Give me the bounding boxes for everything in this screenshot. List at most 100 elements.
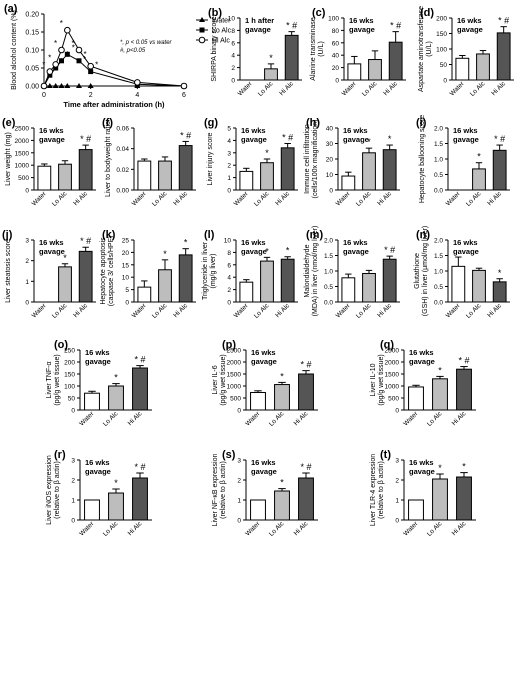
significance-label: * bbox=[83, 50, 86, 59]
panel-label: (n) bbox=[416, 229, 430, 241]
panel-note: 16 wks bbox=[349, 16, 374, 25]
panel-s: (s) 0 1 2 3 Liver NF-κB expression (relative t… bbox=[212, 449, 318, 538]
panel-label: (f) bbox=[102, 117, 113, 129]
y-tick-label: 500 bbox=[388, 396, 399, 403]
panel-i: (i) 0.0 0.5 1.0 1.5 2.0 Hepatocyte ballooning … bbox=[416, 115, 510, 208]
y-tick-label: 1500 bbox=[385, 372, 400, 379]
y-tick-label: 1.5 bbox=[434, 253, 443, 260]
category-label: Hi Alc bbox=[451, 410, 468, 427]
y-axis-label: Glutathione bbox=[414, 253, 421, 289]
y-tick-label: 30 bbox=[326, 141, 334, 148]
significance-label: * bbox=[54, 39, 57, 48]
panel-note: 16 wks bbox=[39, 126, 64, 135]
significance-label: * bbox=[265, 246, 269, 256]
data-point bbox=[47, 72, 53, 78]
y-tick-label: 2500 bbox=[385, 348, 400, 355]
bar bbox=[432, 378, 448, 411]
y-tick-label: 4 bbox=[227, 138, 231, 145]
y-tick-label: 2000 bbox=[227, 360, 242, 367]
y-tick-label: 1000 bbox=[227, 384, 242, 391]
bar bbox=[78, 149, 93, 191]
panel-note: gavage bbox=[349, 25, 375, 34]
category-label: Lo Alc bbox=[469, 80, 487, 98]
bar bbox=[239, 170, 254, 191]
bar bbox=[492, 281, 507, 303]
panel-note: 16 wks bbox=[251, 348, 276, 357]
category-label: Water bbox=[244, 410, 262, 428]
category-label: Water bbox=[449, 80, 467, 98]
data-point bbox=[180, 82, 188, 90]
significance-label: * bbox=[83, 55, 86, 64]
y-tick-label: 15 bbox=[122, 262, 130, 269]
panel-note: 16 wks bbox=[343, 126, 368, 135]
bar bbox=[408, 499, 424, 521]
panel-note: 16 wks bbox=[409, 348, 434, 357]
y-tick-label: 0 bbox=[237, 518, 241, 525]
panel-note: gavage bbox=[409, 467, 435, 476]
significance-label: * # bbox=[458, 356, 469, 366]
y-tick-label: 0 bbox=[395, 408, 399, 415]
category-label: Lo Alc bbox=[102, 520, 120, 538]
category-label: Hi Alc bbox=[376, 190, 393, 207]
panel-d: (d) 0 50 100 150 200 Aspartate aminotransferas… bbox=[418, 6, 514, 98]
significance-label: * # bbox=[286, 21, 297, 31]
bar bbox=[341, 277, 356, 303]
significance-label: * bbox=[42, 61, 45, 70]
panel-note: gavage bbox=[85, 357, 111, 366]
y-axis-label-unit: (pg/g wet tissue) bbox=[220, 354, 227, 405]
category-label: Lo Alc bbox=[268, 520, 286, 538]
panel-h: (h) 0 10 20 30 40 Immune cell infiltration (cel… bbox=[304, 117, 400, 208]
category-label: Hi Alc bbox=[172, 302, 189, 319]
panel-note: 16 wks bbox=[39, 238, 64, 247]
bar bbox=[496, 32, 511, 81]
y-tick-label: 8 bbox=[227, 250, 231, 257]
panel-label: (t) bbox=[380, 449, 391, 461]
category-label: Water bbox=[335, 190, 353, 208]
y-tick-label: 4 bbox=[227, 275, 231, 282]
y-tick-label: 6 bbox=[227, 262, 231, 269]
bar bbox=[158, 160, 172, 191]
panel-t: (t) 0 1 2 3 Liver TLR-4 expression (relative t… bbox=[370, 449, 476, 538]
y-tick-label: 0 bbox=[335, 78, 339, 85]
y-tick-label: 0 bbox=[443, 78, 447, 85]
y-tick-label: 0.10 bbox=[25, 48, 39, 55]
panel-note: gavage bbox=[343, 247, 369, 256]
data-point bbox=[58, 83, 65, 88]
data-point bbox=[64, 51, 70, 57]
panel-label: (l) bbox=[204, 229, 215, 241]
category-label: Hi Alc bbox=[172, 190, 189, 207]
y-tick-label: 0 bbox=[25, 300, 29, 307]
significance-label: * bbox=[269, 53, 273, 63]
panel-note: gavage bbox=[245, 25, 271, 34]
significance-label: * # bbox=[300, 462, 311, 472]
significance-label: * bbox=[95, 61, 98, 70]
data-point bbox=[134, 79, 141, 86]
panel-note: gavage bbox=[453, 247, 479, 256]
panel-note: 16 wks bbox=[85, 348, 110, 357]
x-tick-label: 0 bbox=[42, 92, 46, 99]
category-label: Hi Alc bbox=[376, 302, 393, 319]
category-label: Lo Alc bbox=[151, 302, 169, 320]
annotation-text: #, p<0.05 bbox=[120, 48, 146, 54]
y-axis-label-unit: (MDA) in liver (nmol/mg liver) bbox=[312, 226, 319, 317]
category-label: Lo Alc bbox=[361, 80, 379, 98]
y-tick-label: 10 bbox=[122, 275, 130, 282]
category-label: Lo Alc bbox=[426, 520, 444, 538]
category-label: Hi Alc bbox=[72, 302, 89, 319]
bar bbox=[132, 367, 148, 411]
significance-label: * # bbox=[384, 245, 395, 255]
bar bbox=[472, 269, 486, 303]
significance-label: * bbox=[163, 249, 167, 259]
y-axis-label: Liver IL-6 bbox=[212, 365, 219, 394]
bar bbox=[178, 145, 193, 191]
bar bbox=[455, 57, 470, 81]
bar bbox=[274, 384, 290, 411]
y-tick-label: 40 bbox=[332, 53, 340, 60]
bar bbox=[368, 59, 382, 81]
significance-label: * bbox=[280, 478, 284, 488]
panel-r: (r) 0 1 2 3 Liver iNOS expression (relative to… bbox=[46, 449, 152, 538]
y-tick-label: 2 bbox=[71, 478, 75, 485]
y-tick-label: 2 bbox=[25, 258, 29, 265]
category-label: Hi Alc bbox=[274, 302, 291, 319]
y-tick-label: 2.0 bbox=[434, 126, 443, 133]
